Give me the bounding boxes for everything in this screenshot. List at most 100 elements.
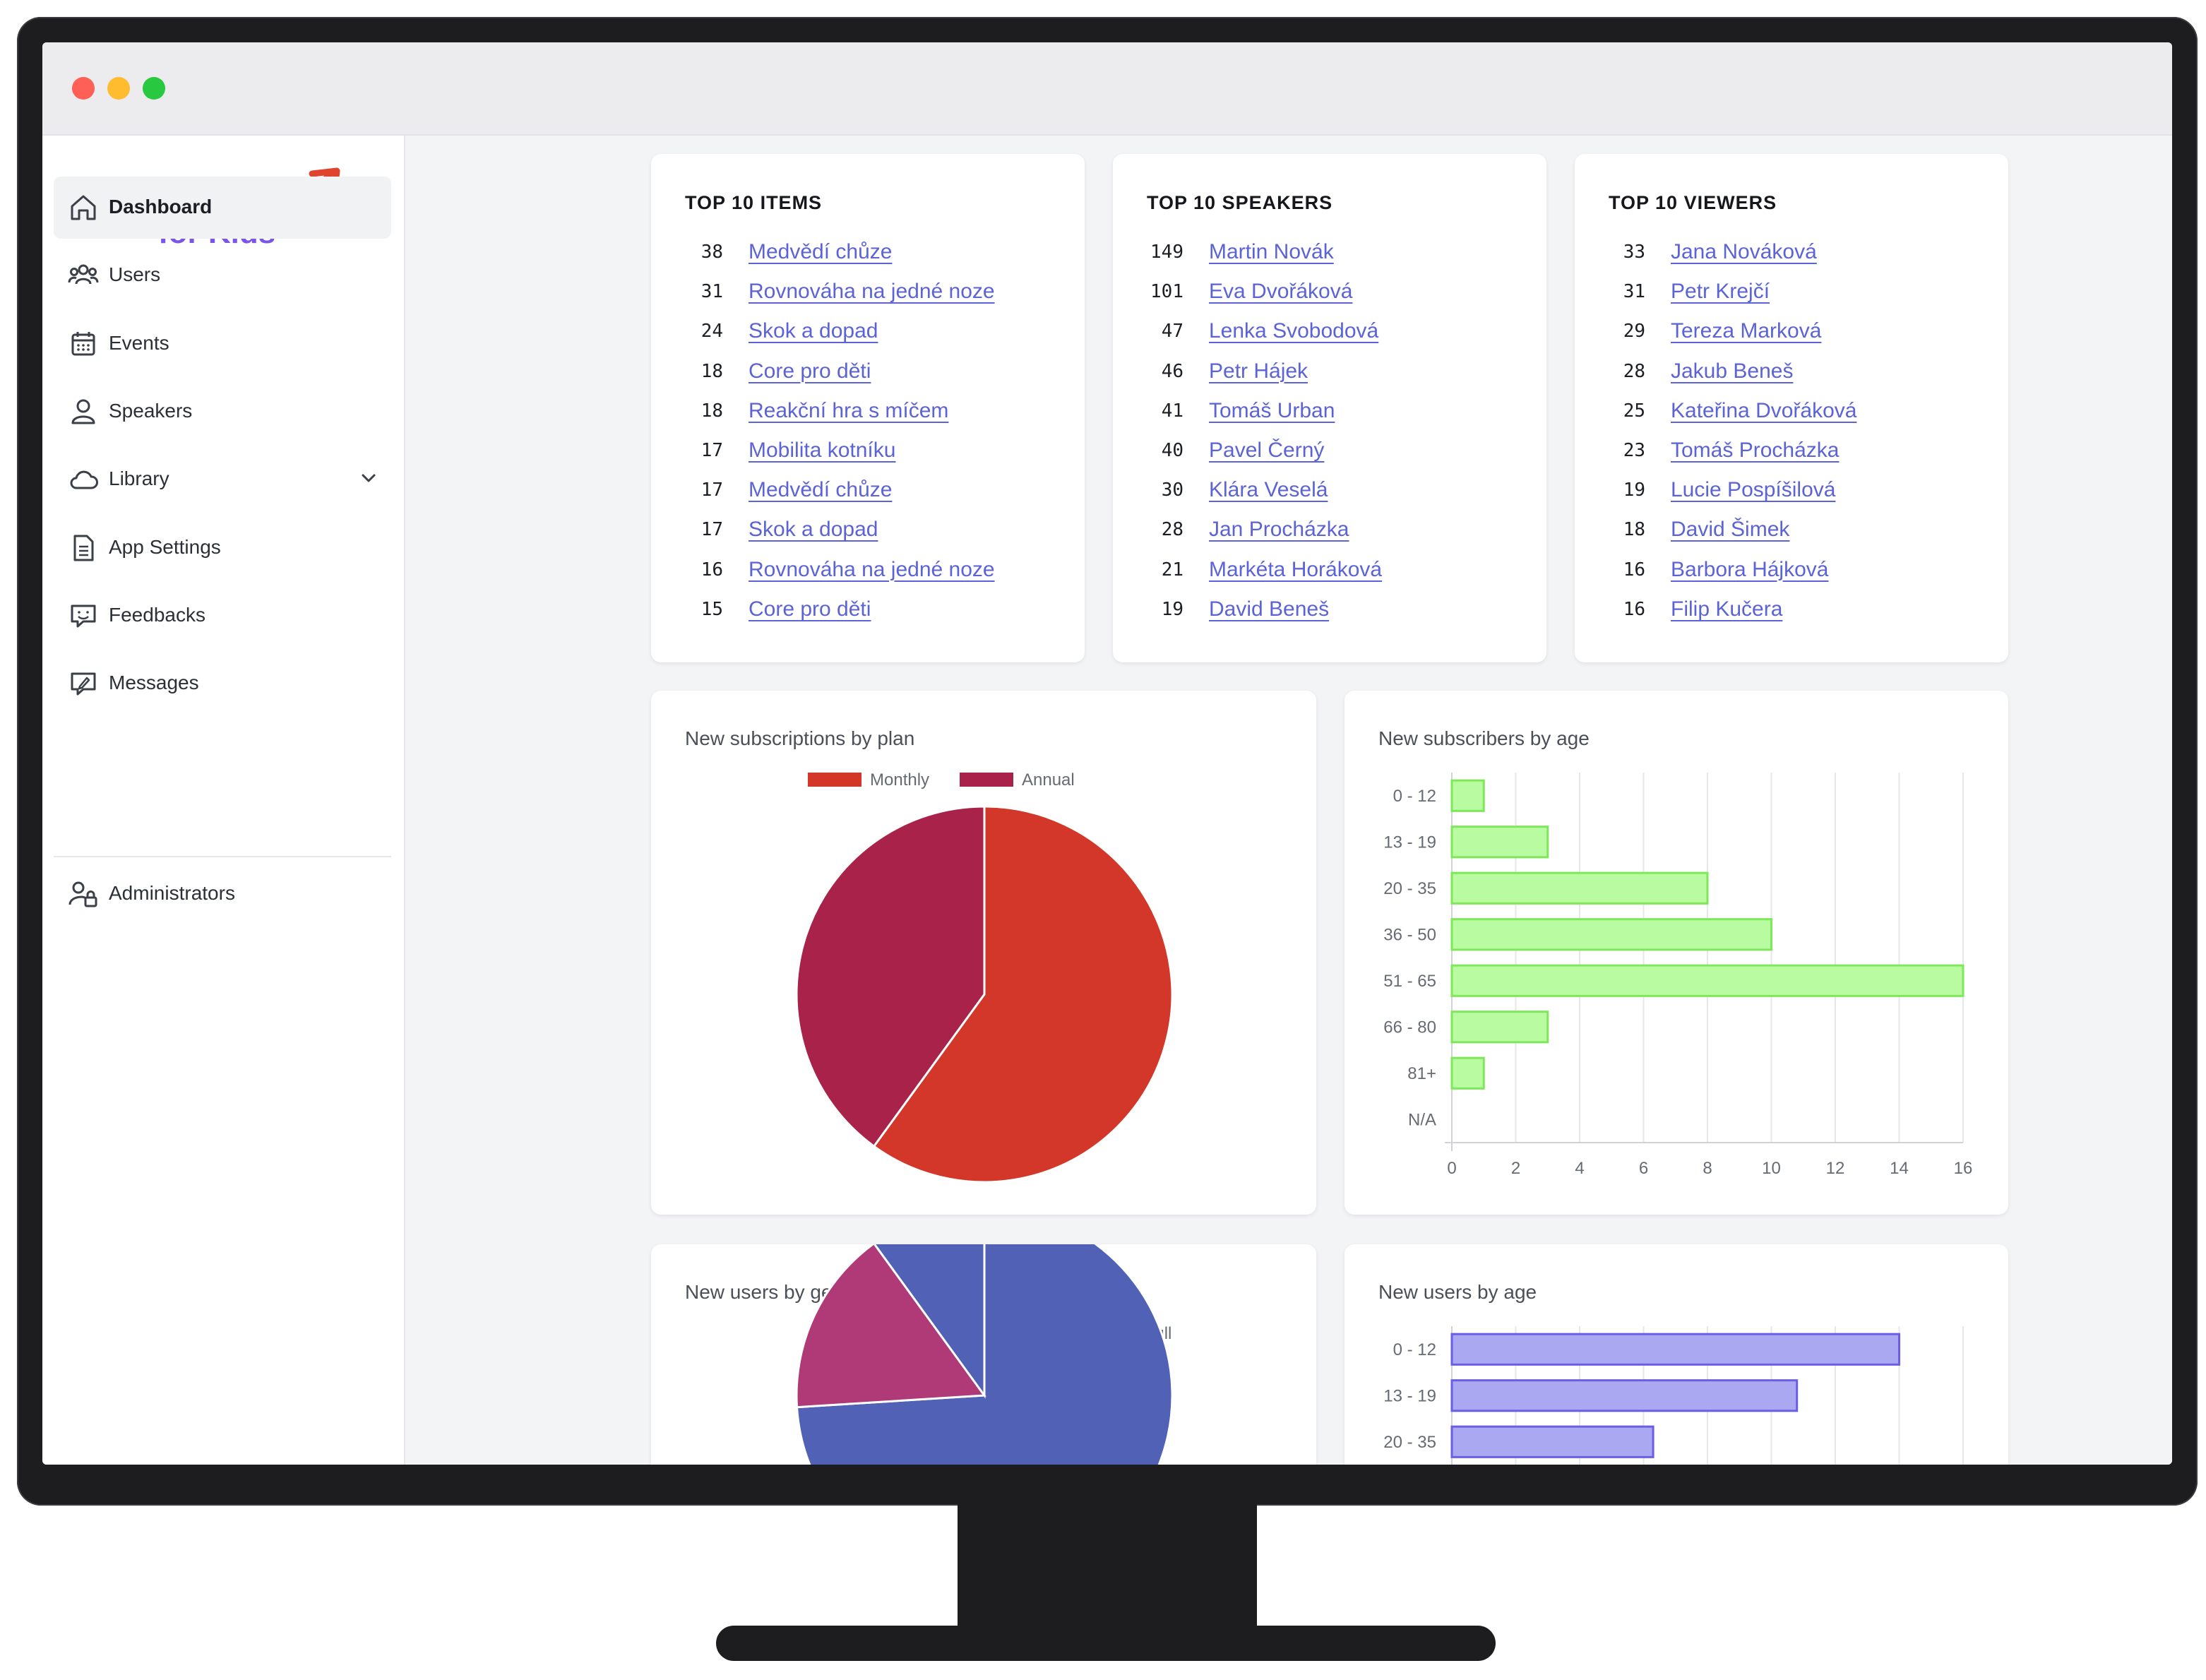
window-titlebar [42,42,2172,136]
list-item-count: 17 [700,479,723,501]
home-icon [68,192,99,223]
bar-0-12[interactable] [1450,1333,1900,1366]
sidebar-item-app-settings[interactable]: App Settings [54,517,391,579]
list-item-link[interactable]: David Beneš [1209,597,1330,621]
list-item-count: 23 [1623,440,1645,461]
bar-81[interactable] [1450,1056,1485,1090]
pie-slice-monthly[interactable] [872,805,1174,1184]
list-item-link[interactable]: Medvědí chůze [749,240,893,263]
list-item-link[interactable]: Kateřina Dvořáková [1671,398,1857,422]
bar-66-80[interactable] [1450,1011,1549,1044]
sidebar-item-messages[interactable]: Messages [54,653,391,715]
chevron-down-icon[interactable] [357,467,380,489]
pie-slice-annual[interactable] [795,805,986,1148]
close-window-button[interactable] [72,77,95,100]
list-item: 41 Tomáš Urban [1147,393,1542,433]
list-item-link[interactable]: Tomáš Procházka [1671,439,1840,462]
list-item-count: 30 [1161,479,1184,501]
list-item-count: 19 [1161,598,1184,620]
list-item-count: 24 [700,321,723,342]
y-tick-label: 51 - 65 [1383,972,1436,991]
list-item-link[interactable]: Tomáš Urban [1209,398,1335,422]
list-item: 29 Tereza Marková [1609,314,2004,353]
x-tick-label: 8 [1703,1159,1712,1178]
list-item-count: 47 [1161,321,1184,342]
list-item: 38 Medvědí chůze [685,234,1080,274]
list-item-link[interactable]: Barbora Hájková [1671,557,1829,581]
list-item-link[interactable]: Eva Dvořáková [1209,280,1353,304]
list-item: 101 Eva Dvořáková [1147,274,1542,314]
list-item-link[interactable]: Lenka Svobodová [1209,319,1379,343]
list-item-link[interactable]: Petr Hájek [1209,359,1308,383]
sidebar-item-label: App Settings [109,535,221,558]
list-item-link[interactable]: Core pro děti [749,359,871,383]
pie-slice-female[interactable] [795,1244,986,1409]
list-item-link[interactable]: Lucie Pospíšilová [1671,478,1836,502]
list-item-link[interactable]: Markéta Horáková [1209,557,1383,581]
list-item-count: 15 [700,598,723,620]
list-item-link[interactable]: Jan Procházka [1209,518,1349,542]
x-tick-label: 4 [1575,1159,1584,1178]
list-item: 17 Skok a dopad [685,512,1080,552]
list-item-link[interactable]: Mobilita kotníku [749,439,896,462]
list-item-link[interactable]: Reakční hra s míčem [749,398,949,422]
minimize-window-button[interactable] [107,77,130,100]
pie-slice-null[interactable] [873,1244,986,1399]
list-item-count: 16 [1623,598,1645,620]
maximize-window-button[interactable] [143,77,165,100]
list-item-link[interactable]: Skok a dopad [749,319,878,343]
list-item-count: 28 [1623,360,1645,382]
list-item-link[interactable]: Pavel Černý [1209,439,1325,462]
sidebar-item-administrators[interactable]: Administrators [54,863,391,925]
sidebar-item-library[interactable]: Library [54,448,391,511]
x-tick-label: 0 [1447,1159,1456,1178]
list-item: 16 Rovnováha na jedné noze [685,552,1080,592]
bar-20-35[interactable] [1450,871,1709,905]
list-item-link[interactable]: Skok a dopad [749,518,878,542]
list-item-link[interactable]: Klára Veselá [1209,478,1328,502]
bar-13-19[interactable] [1450,826,1549,859]
monitor-stand-neck [958,1504,1257,1633]
list-item-link[interactable]: Filip Kučera [1671,597,1783,621]
sidebar-item-dashboard[interactable]: Dashboard [54,177,391,239]
bar-36-50[interactable] [1450,918,1772,951]
sidebar-item-speakers[interactable]: Speakers [54,381,391,443]
sidebar-item-feedbacks[interactable]: Feedbacks [54,585,391,647]
y-tick-label: 20 - 35 [1383,879,1436,898]
list-item-link[interactable]: Jana Nováková [1671,240,1817,263]
bar-20-35[interactable] [1450,1425,1654,1458]
bar-51-65[interactable] [1450,964,1964,997]
x-tick-label: 14 [1890,1159,1909,1178]
sidebar-item-events[interactable]: Events [54,313,391,375]
list-item-count: 17 [700,440,723,461]
list-item-link[interactable]: Martin Novák [1209,240,1334,263]
sidebar-item-label: Feedbacks [109,603,205,626]
list-item-link[interactable]: Petr Krejčí [1671,280,1770,304]
list-item: 18 Reakční hra s míčem [685,393,1080,433]
dashboard-main: TOP 10 ITEMS 38 Medvědí chůze 31 Rovnováha … [405,136,2172,1465]
sidebar-item-label: Speakers [109,399,193,422]
bar-0-12[interactable] [1450,779,1485,812]
list-item-link[interactable]: David Šimek [1671,518,1790,542]
list-item-link[interactable]: Jakub Beneš [1671,359,1794,383]
x-tick-label: 16 [1954,1159,1973,1178]
bar-13-19[interactable] [1450,1379,1799,1412]
list-item-link[interactable]: Core pro děti [749,597,871,621]
sidebar-item-users[interactable]: Users [54,244,391,306]
subs-by-plan-card: New subscriptions by plan Monthly Annual [651,691,1316,1215]
list-item-count: 21 [1161,559,1184,580]
list-item-link[interactable]: Tereza Marková [1671,319,1822,343]
top-items-card: TOP 10 ITEMS 38 Medvědí chůze 31 Rovnováha … [651,154,1085,662]
users-icon [68,260,99,291]
list-item: 15 Core pro děti [685,592,1080,631]
top-speakers-title: TOP 10 SPEAKERS [1147,192,1333,213]
y-tick-label: 13 - 19 [1383,833,1436,852]
list-item-link[interactable]: Rovnováha na jedné noze [749,280,995,304]
document-icon [68,532,99,564]
users-by-gender-card: New users by gender malefemalenull [651,1244,1316,1465]
list-item-link[interactable]: Medvědí chůze [749,478,893,502]
list-item: 46 Petr Hájek [1147,354,1542,393]
y-tick-label: 36 - 50 [1383,925,1436,944]
sidebar-item-label: Messages [109,672,199,694]
list-item-link[interactable]: Rovnováha na jedné noze [749,557,995,581]
